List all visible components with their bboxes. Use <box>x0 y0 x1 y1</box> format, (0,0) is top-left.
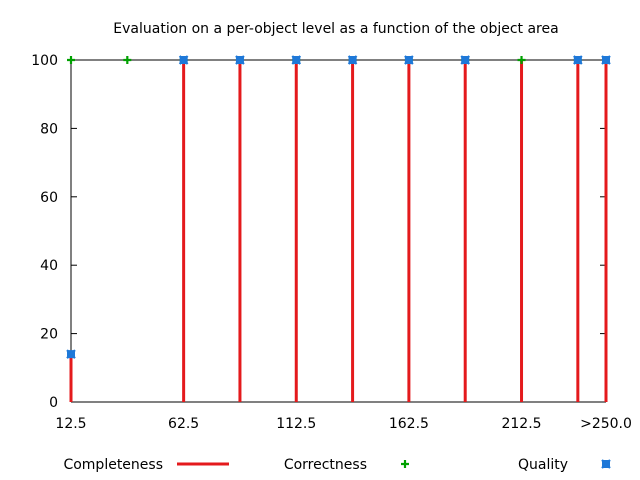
y-tick-label: 60 <box>40 190 58 206</box>
legend-label: Quality <box>518 457 568 473</box>
y-tick-label: 0 <box>49 395 58 411</box>
chart-title: Evaluation on a per-object level as a fu… <box>113 21 558 37</box>
legend: Completeness Correctness Quality <box>63 457 611 473</box>
quality-point <box>404 55 414 65</box>
x-tick-label: 212.5 <box>501 416 541 432</box>
axes: 0 20 40 60 80 100 12.5 62.5 112.5 162.5 212.5 >250.… <box>31 53 632 432</box>
y-tick-label: 20 <box>40 327 58 343</box>
x-tick-label: 62.5 <box>168 416 199 432</box>
quality-point <box>573 55 583 65</box>
y-tick-label: 100 <box>31 53 58 69</box>
quality-point <box>460 55 470 65</box>
x-tick-label: >250.0 <box>580 416 632 432</box>
correctness-point <box>123 56 132 64</box>
quality-point <box>66 349 76 359</box>
y-tick-label: 80 <box>40 121 58 137</box>
quality-point <box>178 55 189 65</box>
legend-label: Correctness <box>284 457 367 473</box>
legend-swatch-cross <box>601 459 611 469</box>
quality-point <box>235 55 245 65</box>
legend-swatch-plus <box>401 460 409 468</box>
y-tick-label: 40 <box>40 258 58 274</box>
x-tick-label: 12.5 <box>55 416 86 432</box>
legend-label: Completeness <box>63 457 163 473</box>
plot-marks <box>66 55 611 402</box>
quality-point <box>347 55 358 65</box>
quality-point <box>291 55 302 65</box>
x-tick-label: 112.5 <box>276 416 316 432</box>
correctness-point <box>67 56 75 64</box>
quality-point <box>601 55 611 65</box>
x-tick-label: 162.5 <box>389 416 429 432</box>
correctness-point <box>517 56 526 64</box>
